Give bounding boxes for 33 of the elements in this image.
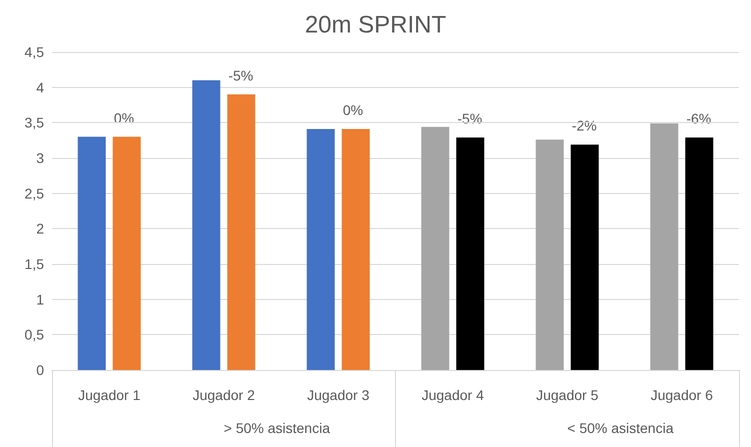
bar bbox=[650, 123, 678, 370]
bar bbox=[685, 138, 714, 370]
y-tick-label: 3 bbox=[36, 150, 44, 166]
y-tick-label: 4,5 bbox=[24, 44, 44, 60]
y-tick-label: 1 bbox=[36, 291, 44, 308]
x-tick-label: Jugador 3 bbox=[307, 387, 370, 403]
x-tick-label: Jugador 1 bbox=[78, 387, 141, 403]
x-tick-label: Jugador 4 bbox=[422, 387, 484, 403]
y-tick-label: 2 bbox=[36, 220, 44, 237]
text: < 50% asistencia bbox=[567, 420, 674, 436]
x-tick-label: Jugador 2 bbox=[192, 387, 256, 403]
bar bbox=[456, 138, 484, 370]
bar bbox=[570, 144, 599, 370]
bar bbox=[112, 136, 141, 370]
bar bbox=[421, 126, 450, 370]
text: > 50% asistencia bbox=[224, 420, 330, 436]
y-tick-label: 4 bbox=[36, 79, 44, 96]
y-tick-label: 2,5 bbox=[24, 185, 44, 202]
chart-title: 20m SPRINT bbox=[304, 12, 447, 38]
bar bbox=[342, 129, 370, 370]
x-tick-label: Jugador 5 bbox=[536, 387, 599, 403]
bar bbox=[306, 129, 335, 370]
y-tick-label: 0 bbox=[36, 362, 44, 378]
annotation: -5% bbox=[228, 67, 254, 84]
bar bbox=[536, 140, 564, 370]
y-tick-label: 0,5 bbox=[24, 326, 44, 343]
bar bbox=[78, 136, 106, 370]
annotation: 0% bbox=[342, 102, 364, 118]
x-tick-label: Jugador 6 bbox=[650, 387, 714, 403]
bar bbox=[192, 80, 220, 370]
y-tick-label: 3,5 bbox=[24, 114, 44, 131]
bar bbox=[227, 94, 256, 370]
y-tick-label: 1,5 bbox=[24, 256, 44, 272]
